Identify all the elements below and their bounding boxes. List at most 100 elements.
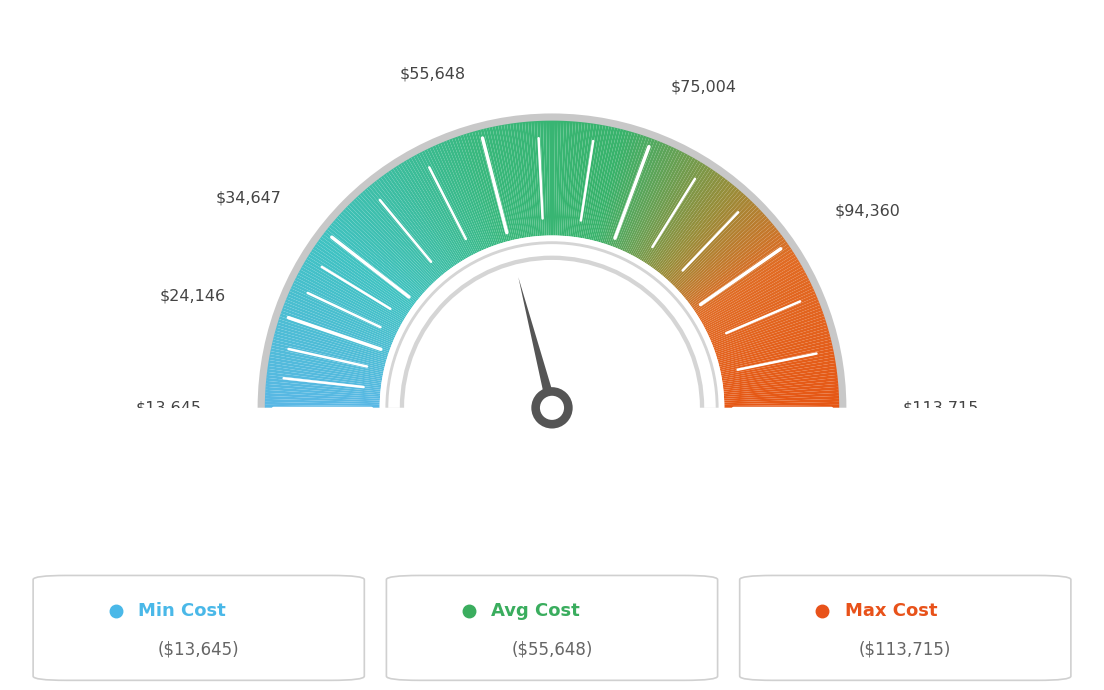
Wedge shape	[602, 133, 638, 244]
Wedge shape	[284, 302, 392, 346]
Wedge shape	[676, 207, 760, 288]
Wedge shape	[266, 381, 381, 393]
Wedge shape	[658, 181, 731, 273]
Wedge shape	[574, 123, 591, 237]
Wedge shape	[424, 149, 477, 253]
Wedge shape	[429, 147, 480, 252]
Wedge shape	[457, 136, 497, 245]
Wedge shape	[344, 207, 428, 288]
Wedge shape	[534, 121, 543, 236]
Wedge shape	[575, 124, 594, 237]
Wedge shape	[723, 381, 838, 393]
Wedge shape	[677, 209, 762, 290]
Wedge shape	[282, 308, 391, 349]
Wedge shape	[724, 396, 839, 402]
Wedge shape	[528, 121, 540, 236]
Wedge shape	[427, 148, 479, 253]
Wedge shape	[704, 275, 808, 330]
Wedge shape	[287, 294, 394, 341]
Wedge shape	[569, 122, 582, 237]
Wedge shape	[369, 185, 444, 275]
Wedge shape	[711, 297, 818, 343]
Wedge shape	[406, 159, 466, 259]
Wedge shape	[315, 244, 411, 311]
Wedge shape	[389, 170, 455, 266]
Wedge shape	[654, 175, 723, 270]
Wedge shape	[526, 121, 538, 236]
Text: $75,004: $75,004	[671, 80, 737, 95]
Text: ($55,648): ($55,648)	[511, 640, 593, 658]
Wedge shape	[269, 351, 383, 375]
Wedge shape	[561, 121, 570, 236]
Wedge shape	[722, 357, 836, 379]
Wedge shape	[723, 372, 837, 388]
Wedge shape	[660, 185, 735, 275]
Wedge shape	[393, 167, 458, 264]
Wedge shape	[267, 366, 382, 384]
Wedge shape	[405, 262, 699, 408]
Wedge shape	[498, 125, 521, 239]
Wedge shape	[362, 190, 439, 279]
Wedge shape	[630, 152, 686, 255]
Wedge shape	[444, 141, 489, 248]
Wedge shape	[286, 297, 393, 343]
Wedge shape	[682, 220, 772, 297]
Wedge shape	[666, 193, 744, 279]
Wedge shape	[376, 179, 448, 272]
Wedge shape	[505, 124, 526, 238]
Wedge shape	[355, 197, 435, 282]
Wedge shape	[469, 132, 503, 243]
Wedge shape	[337, 216, 424, 294]
Wedge shape	[236, 408, 868, 690]
Wedge shape	[268, 360, 382, 381]
Wedge shape	[531, 121, 541, 236]
Wedge shape	[297, 272, 400, 328]
Wedge shape	[670, 199, 751, 284]
Wedge shape	[277, 322, 388, 358]
Wedge shape	[380, 235, 724, 408]
Wedge shape	[637, 157, 696, 259]
Wedge shape	[487, 128, 514, 240]
FancyBboxPatch shape	[33, 575, 364, 680]
Wedge shape	[301, 264, 403, 323]
Wedge shape	[320, 237, 414, 306]
Wedge shape	[673, 205, 757, 287]
Wedge shape	[268, 363, 382, 383]
Wedge shape	[612, 139, 655, 247]
Wedge shape	[693, 244, 789, 311]
Wedge shape	[659, 183, 733, 274]
Wedge shape	[440, 142, 487, 249]
Wedge shape	[560, 121, 567, 236]
Wedge shape	[635, 156, 693, 257]
Wedge shape	[584, 126, 608, 239]
Wedge shape	[627, 149, 680, 253]
Wedge shape	[364, 188, 440, 277]
Wedge shape	[708, 283, 811, 335]
Text: $94,360: $94,360	[835, 204, 901, 219]
Wedge shape	[624, 147, 675, 252]
Wedge shape	[438, 143, 486, 250]
Wedge shape	[680, 216, 767, 294]
Wedge shape	[273, 337, 385, 366]
Wedge shape	[672, 203, 755, 286]
Wedge shape	[590, 128, 617, 240]
Wedge shape	[327, 227, 418, 301]
Wedge shape	[558, 121, 564, 236]
Wedge shape	[395, 166, 459, 264]
Wedge shape	[270, 348, 383, 374]
Wedge shape	[279, 316, 389, 355]
Wedge shape	[586, 126, 612, 239]
Wedge shape	[625, 148, 677, 253]
Wedge shape	[401, 162, 463, 262]
Wedge shape	[608, 137, 649, 246]
Wedge shape	[724, 387, 839, 397]
Wedge shape	[712, 299, 819, 344]
Wedge shape	[339, 213, 425, 293]
Wedge shape	[475, 130, 508, 242]
Wedge shape	[651, 174, 721, 268]
Wedge shape	[689, 234, 783, 305]
Wedge shape	[618, 143, 666, 250]
FancyBboxPatch shape	[386, 575, 718, 680]
Wedge shape	[275, 331, 386, 363]
Wedge shape	[449, 139, 492, 247]
